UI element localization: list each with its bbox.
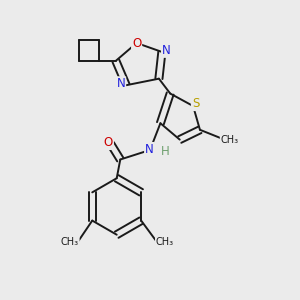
Text: N: N: [116, 77, 125, 90]
Text: N: N: [145, 143, 154, 156]
Text: H: H: [160, 145, 169, 158]
Text: S: S: [192, 97, 199, 110]
Text: N: N: [162, 44, 171, 57]
Text: CH₃: CH₃: [220, 135, 239, 145]
Text: O: O: [132, 37, 141, 50]
Text: CH₃: CH₃: [156, 237, 174, 247]
Text: O: O: [104, 136, 113, 149]
Text: CH₃: CH₃: [61, 237, 79, 247]
